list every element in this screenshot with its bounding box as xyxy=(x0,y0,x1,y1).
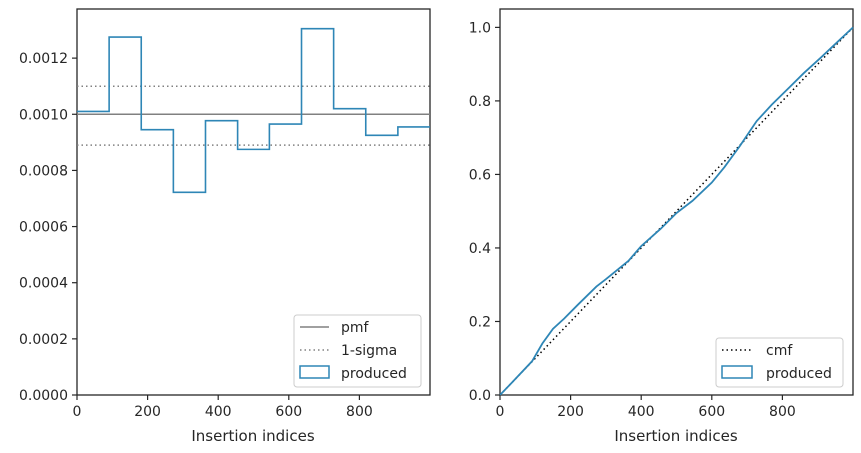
legend: cmf produced xyxy=(715,337,844,388)
y-axis-ticks: 0.0000 0.0002 0.0004 0.0006 0.0008 0.0010 0.00… xyxy=(19,51,77,404)
legend-produced-label: produced xyxy=(341,366,407,382)
x-tick-label: 400 xyxy=(628,404,655,420)
plot-frame xyxy=(76,8,431,396)
x-tick-label: 0 xyxy=(496,404,505,420)
y-tick-label: 0.0008 xyxy=(19,163,68,179)
legend-pmf-label: pmf xyxy=(341,320,370,336)
x-tick-label: 400 xyxy=(205,404,232,420)
y-tick-label: 0.2 xyxy=(469,314,491,330)
y-tick-label: 0.0 xyxy=(469,388,491,404)
y-tick-label: 0.6 xyxy=(469,167,491,183)
legend-produced-swatch xyxy=(299,365,330,379)
y-tick-label: 0.0002 xyxy=(19,332,68,348)
x-tick-label: 800 xyxy=(346,404,373,420)
x-tick-label: 200 xyxy=(134,404,161,420)
y-tick-label: 0.4 xyxy=(469,241,491,257)
series-layer xyxy=(499,26,854,396)
pmf-histogram-panel: 0 200 400 600 800 0.00000.00020.00040.00060.… xyxy=(19,8,431,445)
y-tick-label: 0.8 xyxy=(469,94,491,110)
y-tick-label: 0.0006 xyxy=(19,220,68,236)
plot-frame xyxy=(499,8,854,396)
x-axis-ticks: 0 200 400 600 800 xyxy=(73,395,373,420)
x-tick-label: 800 xyxy=(769,404,796,420)
produced-step-line xyxy=(77,27,430,194)
x-tick-label: 200 xyxy=(557,404,584,420)
y-tick-label: 0.0000 xyxy=(19,388,68,404)
x-tick-label: 0 xyxy=(73,404,82,420)
y-tick-label: 0.0004 xyxy=(19,276,68,292)
legend: pmf 1-sigma produced xyxy=(293,314,422,388)
legend-cmf-label: cmf xyxy=(766,343,793,359)
legend-box xyxy=(715,337,844,388)
series-layer xyxy=(77,27,430,194)
legend-produced-label: produced xyxy=(766,366,832,382)
x-tick-label: 600 xyxy=(698,404,725,420)
cmf-panel: 0 200 400 600 800 0.0 0.2 0.4 0.6 0.8 1.0 Inserti… xyxy=(469,8,854,445)
x-tick-label: 600 xyxy=(275,404,302,420)
legend-produced-swatch xyxy=(721,365,753,379)
x-axis-label: Insertion indices xyxy=(191,427,314,445)
produced-line xyxy=(499,26,854,396)
x-axis-label: Insertion indices xyxy=(614,427,737,445)
y-tick-label: 0.0010 xyxy=(19,107,68,123)
y-axis-ticks: 0.0 0.2 0.4 0.6 0.8 1.0 xyxy=(469,20,500,404)
y-tick-label: 1.0 xyxy=(469,20,491,36)
x-axis-ticks: 0 200 400 600 800 xyxy=(496,395,796,420)
legend-box xyxy=(293,314,422,388)
legend-sigma-label: 1-sigma xyxy=(341,343,397,359)
y-tick-label: 0.0012 xyxy=(19,51,68,67)
